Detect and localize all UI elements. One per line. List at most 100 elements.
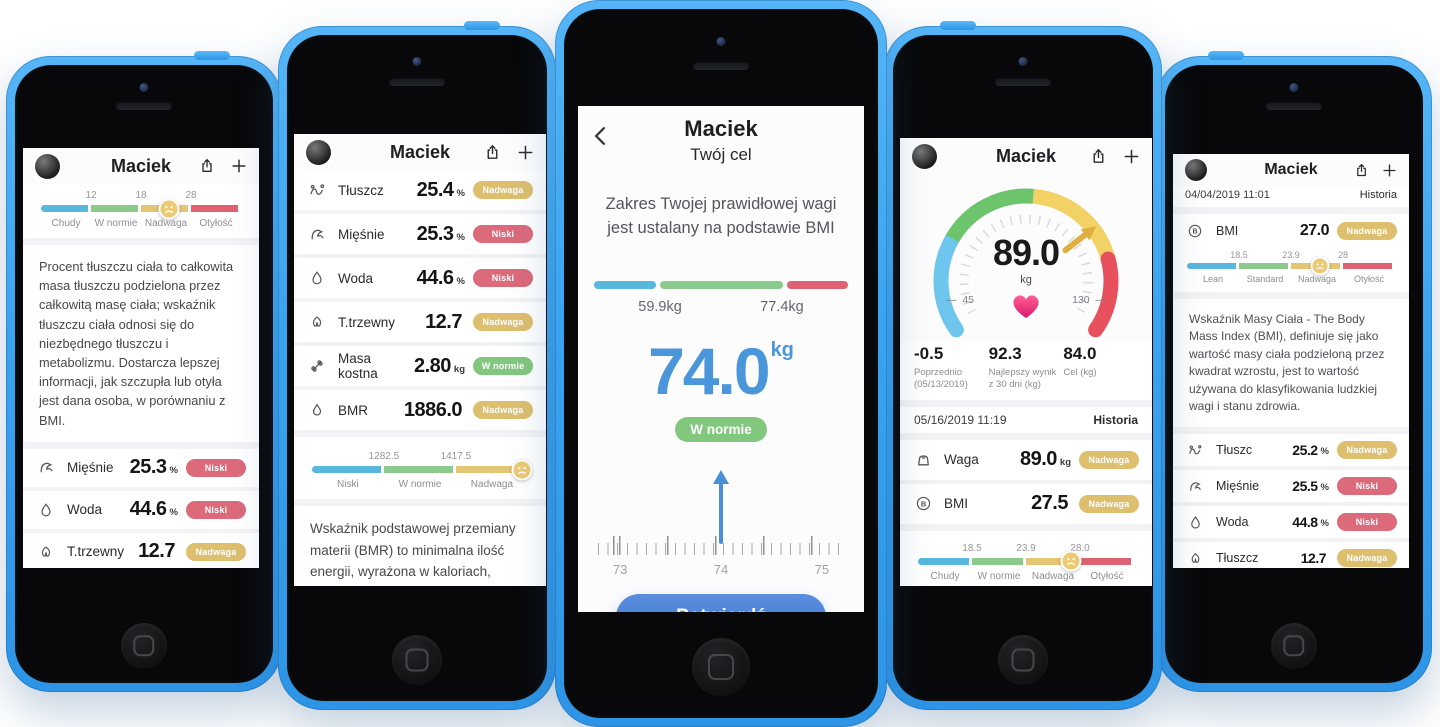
list-item-visceral[interactable]: T.trzewny 12.7 Nadwaga xyxy=(294,298,546,342)
metric-value: 25.2 xyxy=(1292,442,1318,459)
scale-tick: 1282.5 xyxy=(368,451,400,462)
earpiece-speaker xyxy=(116,101,172,109)
metric-label: Masa kostna xyxy=(338,351,378,381)
add-icon[interactable] xyxy=(1123,148,1140,165)
status-badge: Nadwaga xyxy=(1337,441,1397,460)
status-badge: Nadwaga xyxy=(1079,450,1139,469)
gauge-max-label: 130 — xyxy=(1072,294,1106,306)
share-icon[interactable] xyxy=(199,158,215,174)
metric-label: Woda xyxy=(1216,515,1249,530)
phone-front-bezel: Maciek 04/04/2019 11:01 Historia B BMI 2… xyxy=(1165,65,1423,683)
page-title: Maciek xyxy=(110,155,172,176)
power-button[interactable] xyxy=(1208,51,1244,60)
muscle-icon xyxy=(36,458,56,478)
metric-value: 27.0 xyxy=(1299,222,1330,239)
list-item-visceral[interactable]: T.trzewny 12.7 Nadwaga xyxy=(23,528,259,568)
avatar[interactable] xyxy=(35,153,60,179)
measurement-date: 05/16/2019 11:19 xyxy=(914,412,1007,427)
list-item-muscle[interactable]: Mięśnie 25.3 % Niski xyxy=(23,448,259,487)
avatar[interactable] xyxy=(306,139,331,165)
body-fat-scale: 12 18 28 Chudy W normie Nadwaga Otyłość xyxy=(23,184,259,238)
power-button[interactable] xyxy=(940,21,976,30)
list-item-weight[interactable]: Waga 89.0 kg Nadwaga xyxy=(900,439,1152,480)
list-item-bmr[interactable]: BMR 1886.0 Nadwaga xyxy=(294,386,546,430)
scale-label: Otyłość xyxy=(199,218,233,229)
page-title: Maciek xyxy=(389,141,451,162)
add-icon[interactable] xyxy=(517,144,534,161)
scale-label: Lean xyxy=(1202,274,1224,284)
list-item-bmi[interactable]: B BMI 27.0 Nadwaga xyxy=(1173,214,1409,248)
page-subtitle: Twój cel xyxy=(690,145,752,164)
scale-tick: 18 xyxy=(135,190,147,201)
status-badge: Nadwaga xyxy=(473,313,533,331)
list-item-bone[interactable]: Masa kostna 2.80 kg W normie xyxy=(294,342,546,386)
scale-label: W normie xyxy=(977,570,1021,582)
list-item-visceral[interactable]: Tłuszcz 12.7 Nadwaga xyxy=(1173,538,1409,568)
back-icon[interactable] xyxy=(592,126,608,146)
scale-bar xyxy=(41,198,241,219)
history-link[interactable]: Historia xyxy=(1093,412,1138,427)
home-button[interactable] xyxy=(392,635,442,685)
metric-value: 2.80 xyxy=(413,354,451,377)
list-item-muscle[interactable]: Mięśnie 25.3 % Niski xyxy=(294,210,546,254)
scale-label: W normie xyxy=(398,479,442,490)
weight-range-bar xyxy=(594,280,848,289)
svg-text:B: B xyxy=(920,499,926,508)
earpiece-speaker xyxy=(389,77,445,85)
confirm-button[interactable]: Potwierdź xyxy=(616,593,826,612)
list-item-water[interactable]: Woda 44.6 % Niski xyxy=(23,486,259,529)
phone-front-bezel: Maciek xyxy=(893,35,1153,701)
front-camera xyxy=(1018,57,1028,66)
list-item-water[interactable]: Woda 44.8 % Niski xyxy=(1173,502,1409,539)
list-item-fat[interactable]: Tłuszcz 25.4 % Nadwaga xyxy=(294,170,546,210)
list-item-water[interactable]: Woda 44.6 % Niski xyxy=(294,254,546,298)
avatar[interactable] xyxy=(912,143,937,169)
home-button[interactable] xyxy=(1271,623,1317,669)
scale-label: Standard xyxy=(1246,274,1284,284)
weight-ruler[interactable]: 73 74 75 xyxy=(598,448,844,577)
phone-front-bezel: Maciek Twój cel Zakres Twojej prawidłowe… xyxy=(564,9,878,718)
status-badge: Nadwaga xyxy=(186,542,246,561)
status-badge: W normie xyxy=(473,357,533,375)
scale-label: Chudy xyxy=(930,570,960,582)
page-title: Maciek xyxy=(684,116,758,141)
share-icon[interactable] xyxy=(484,144,501,161)
share-icon[interactable] xyxy=(1354,163,1369,178)
metric-unit: % xyxy=(1320,445,1329,457)
bmr-scale: 1282.5 1417.5 Niski W normie Nadwaga xyxy=(294,437,546,499)
metric-value: 44.6 xyxy=(416,266,454,289)
front-camera xyxy=(1289,83,1299,92)
gauge-unit: kg xyxy=(1020,274,1032,286)
page-title: Maciek xyxy=(1264,161,1318,178)
home-button[interactable] xyxy=(121,623,167,669)
add-icon[interactable] xyxy=(231,158,247,174)
scale-tick: 28 xyxy=(185,190,197,201)
add-icon[interactable] xyxy=(1382,163,1397,178)
avatar[interactable] xyxy=(1185,159,1207,181)
history-link[interactable]: Historia xyxy=(1359,189,1397,201)
list-item-fat[interactable]: Tłuszc 25.2 % Nadwaga xyxy=(1173,434,1409,467)
scale-tick: 23.9 xyxy=(1282,250,1300,260)
power-button[interactable] xyxy=(194,51,230,60)
scale-bar xyxy=(1187,256,1395,276)
bmi-icon: B xyxy=(1185,221,1205,241)
metric-label: Tłuszc xyxy=(1216,443,1253,458)
organ-icon xyxy=(307,312,327,332)
scale-tick: 18.5 xyxy=(1230,250,1248,260)
share-icon[interactable] xyxy=(1090,148,1107,165)
scale-label: Chudy xyxy=(51,218,81,229)
metric-unit: % xyxy=(456,231,465,243)
list-item-bmi[interactable]: B BMI 27.5 Nadwaga xyxy=(900,479,1152,524)
list-item-muscle[interactable]: Mięśnie 25.5 % Niski xyxy=(1173,466,1409,503)
scale-marker-icon xyxy=(1060,550,1082,572)
metric-label: Tłuszcz xyxy=(338,182,384,198)
scale-label: Otyłość xyxy=(1353,274,1385,284)
home-button[interactable] xyxy=(998,635,1048,685)
scale-marker-icon xyxy=(511,459,533,480)
range-low-label: 59.9kg xyxy=(638,298,682,315)
pointer-arrow-icon xyxy=(713,469,729,484)
power-button[interactable] xyxy=(464,21,500,30)
organ-icon xyxy=(1185,548,1205,568)
home-button[interactable] xyxy=(692,638,750,696)
phone-front-bezel: Maciek Tłuszcz 25.4 % Nadwaga Mięśnie xyxy=(287,35,547,701)
